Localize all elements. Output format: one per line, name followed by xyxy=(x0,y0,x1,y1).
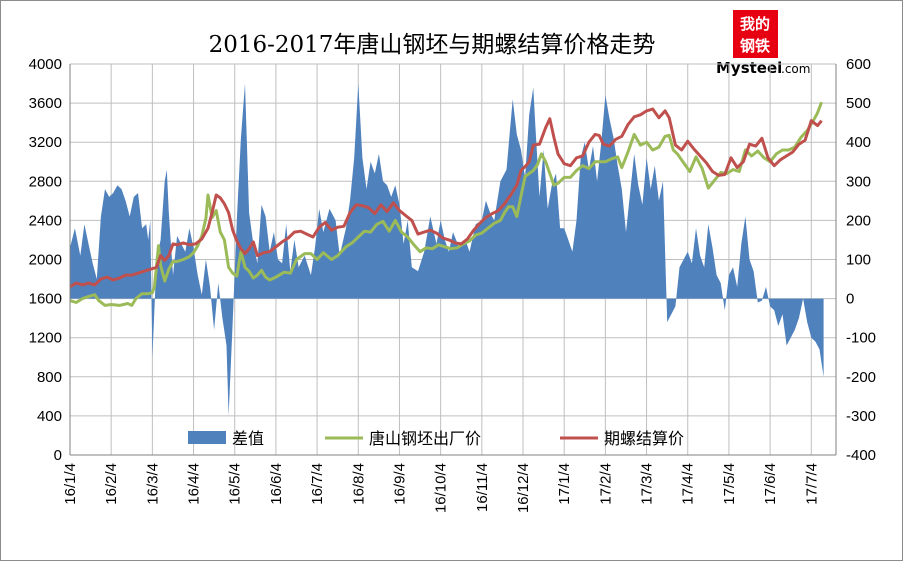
y-left-tick-label: 4000 xyxy=(29,56,62,73)
legend-label: 唐山钢坯出厂价 xyxy=(369,429,481,448)
x-tick-label: 16/7/4 xyxy=(309,463,326,505)
series-rebar-line xyxy=(69,107,823,289)
plot-area xyxy=(70,83,824,416)
logo-brand: Mysteel xyxy=(716,59,782,77)
logo-domain: .com xyxy=(781,62,810,76)
x-tick-label: 17/2/4 xyxy=(597,463,614,505)
x-tick-label: 16/3/4 xyxy=(144,463,161,505)
right-axis-ticks: -400 -300 -200 -100 0 100 200 300 400 500 600 xyxy=(846,56,876,464)
y-left-tick-label: 2400 xyxy=(29,212,62,229)
legend-label: 差值 xyxy=(232,429,264,448)
y-left-tick-label: 3600 xyxy=(29,95,62,112)
x-tick-label: 16/11/4 xyxy=(474,463,491,512)
y-left-tick-label: 1200 xyxy=(29,330,62,347)
series-billet-line xyxy=(69,101,824,307)
x-tick-label: 16/12/4 xyxy=(515,463,532,513)
y-right-tick-label: 600 xyxy=(846,56,871,73)
y-right-tick-label: 100 xyxy=(846,252,871,269)
y-right-tick-label: 300 xyxy=(846,173,871,190)
y-right-tick-label: -300 xyxy=(846,408,876,425)
x-tick-label: 16/9/4 xyxy=(391,463,408,505)
x-tick-label: 16/6/4 xyxy=(268,463,285,505)
y-right-tick-label: -100 xyxy=(846,330,876,347)
y-left-tick-label: 0 xyxy=(54,447,62,464)
plot-lines xyxy=(69,101,824,307)
legend-label: 期螺结算价 xyxy=(604,429,684,448)
x-tick-label: 17/1/4 xyxy=(556,463,573,505)
mysteel-logo: 我的 钢铁 Mysteel .com xyxy=(716,10,810,77)
y-right-tick-label: 400 xyxy=(846,134,871,151)
chart-title: 2016-2017年唐山钢坯与期螺结算价格走势 xyxy=(209,32,656,58)
legend-rebar: 期螺结算价 xyxy=(560,429,684,448)
logo-red-block xyxy=(733,10,778,58)
y-left-tick-label: 1600 xyxy=(29,291,62,308)
y-left-tick-label: 800 xyxy=(37,369,62,386)
y-left-tick-label: 2000 xyxy=(29,252,62,269)
left-axis-ticks: 0 400 800 1200 1600 2000 2400 2800 3200 3600 4000 xyxy=(29,56,62,464)
y-right-tick-label: -400 xyxy=(846,447,876,464)
y-right-tick-label: 200 xyxy=(846,212,871,229)
x-tick-label: 17/5/4 xyxy=(721,463,738,505)
y-left-tick-label: 2800 xyxy=(29,173,62,190)
x-tick-label: 16/5/4 xyxy=(227,463,244,505)
axes xyxy=(69,64,837,456)
y-right-tick-label: 500 xyxy=(846,95,871,112)
x-tick-label: 16/8/4 xyxy=(350,463,367,505)
logo-red-text: 我的 xyxy=(740,15,770,33)
legend-spread: 差值 xyxy=(188,429,264,448)
legend-swatch xyxy=(188,431,226,444)
x-tick-label: 17/6/4 xyxy=(762,463,779,505)
x-tick-label: 17/7/4 xyxy=(803,463,820,505)
legend-billet: 唐山钢坯出厂价 xyxy=(325,429,481,448)
x-axis-ticks: 16/1/4 16/2/4 16/3/4 16/4/4 16/5/4 16/6/4 16/7… xyxy=(62,463,820,513)
y-left-tick-label: 3200 xyxy=(29,134,62,151)
series-spread-area xyxy=(70,83,824,416)
x-tick-label: 16/1/4 xyxy=(62,463,79,505)
y-right-tick-label: 0 xyxy=(846,291,854,308)
x-tick-label: 17/3/4 xyxy=(639,463,656,505)
legend: 差值 唐山钢坯出厂价 期螺结算价 xyxy=(188,429,684,448)
x-tick-label: 17/4/4 xyxy=(680,463,697,505)
y-right-tick-label: -200 xyxy=(846,369,876,386)
x-tick-label: 16/4/4 xyxy=(186,463,203,505)
x-tick-label: 16/10/4 xyxy=(433,463,450,513)
x-tick-label: 16/2/4 xyxy=(103,463,120,505)
y-left-tick-label: 400 xyxy=(37,408,62,425)
logo-red-text-2: 钢铁 xyxy=(740,37,770,55)
